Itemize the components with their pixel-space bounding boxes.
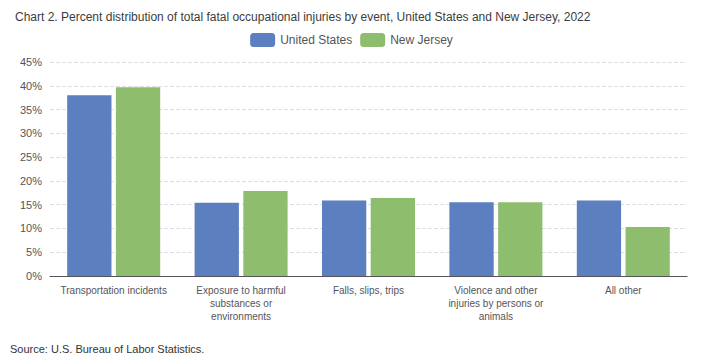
svg-text:5%: 5% (26, 246, 42, 258)
svg-text:25%: 25% (20, 151, 42, 163)
svg-text:Violence and other: Violence and other (454, 285, 538, 296)
svg-text:0%: 0% (26, 270, 42, 282)
svg-text:Chart 2. Percent distribution: Chart 2. Percent distribution of total f… (15, 10, 591, 24)
svg-text:All other: All other (605, 285, 642, 296)
svg-text:35%: 35% (20, 104, 42, 116)
svg-text:environments: environments (211, 311, 271, 322)
svg-text:Falls, slips, trips: Falls, slips, trips (333, 285, 404, 296)
svg-text:Exposure to harmful: Exposure to harmful (196, 285, 286, 296)
svg-text:10%: 10% (20, 222, 42, 234)
svg-text:United States: United States (280, 33, 352, 47)
svg-text:15%: 15% (20, 199, 42, 211)
svg-text:New Jersey: New Jersey (390, 33, 453, 47)
svg-text:Source: U.S. Bureau of Labor S: Source: U.S. Bureau of Labor Statistics. (10, 343, 204, 355)
svg-text:40%: 40% (20, 80, 42, 92)
svg-text:20%: 20% (20, 175, 42, 187)
svg-text:animals: animals (479, 311, 513, 322)
svg-text:substances or: substances or (210, 298, 273, 309)
svg-text:30%: 30% (20, 127, 42, 139)
svg-text:45%: 45% (20, 56, 42, 68)
svg-text:injuries by persons or: injuries by persons or (448, 298, 544, 309)
svg-text:Transportation incidents: Transportation incidents (61, 285, 167, 296)
